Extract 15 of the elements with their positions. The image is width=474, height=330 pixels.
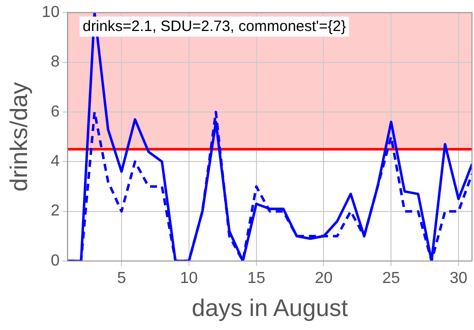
y-axis-title: drinks/day (6, 82, 34, 192)
x-tick-label: 30 (450, 270, 468, 288)
x-axis-title: days in August (192, 295, 348, 322)
x-tick-label: 5 (117, 270, 126, 288)
y-tick-label: 4 (50, 153, 60, 170)
y-tick-label: 8 (50, 54, 60, 71)
x-tick-label: 10 (180, 270, 198, 288)
y-tick-label: 2 (50, 202, 60, 220)
y-tick-label: 10 (42, 4, 60, 22)
x-tick-label: 25 (382, 270, 400, 288)
x-tick-label: 20 (314, 270, 333, 288)
x-tick-label: 15 (247, 270, 266, 288)
y-tick-label: 6 (50, 103, 60, 120)
annotation: drinks=2.1, SDU=2.73, commonest'={2} (82, 18, 346, 36)
y-tick-label: 0 (50, 252, 60, 270)
